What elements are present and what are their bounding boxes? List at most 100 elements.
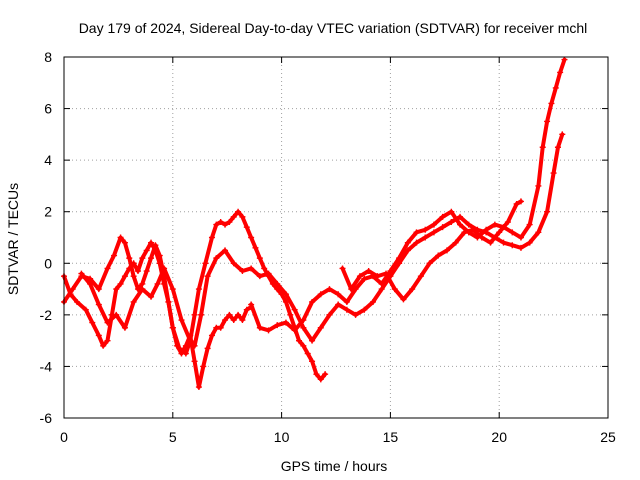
data-point	[535, 229, 542, 236]
data-point	[313, 371, 320, 378]
data-point	[365, 268, 372, 275]
data-point	[226, 219, 233, 226]
data-point	[343, 306, 350, 313]
data-point	[417, 273, 424, 280]
data-point	[322, 371, 329, 378]
data-point	[230, 213, 237, 220]
x-tick-label: 15	[383, 429, 399, 445]
data-point	[287, 311, 294, 318]
data-point	[243, 306, 250, 313]
data-point	[239, 317, 246, 324]
data-point	[169, 286, 176, 293]
data-point	[309, 337, 316, 344]
data-point	[169, 324, 176, 331]
data-point	[95, 332, 102, 339]
data-point	[243, 224, 250, 231]
data-point	[309, 298, 316, 305]
data-point	[239, 213, 246, 220]
data-point	[404, 247, 411, 254]
data-point	[156, 252, 163, 259]
data-point	[256, 273, 263, 280]
data-point	[208, 332, 215, 339]
data-point	[300, 324, 307, 331]
data-point	[387, 268, 394, 275]
data-point	[554, 144, 561, 151]
data-point	[104, 265, 111, 272]
data-series-3	[78, 131, 566, 349]
data-point	[448, 208, 455, 215]
data-point	[265, 270, 272, 277]
data-point	[500, 239, 507, 246]
data-point	[78, 270, 85, 277]
data-point	[89, 319, 96, 326]
data-point	[121, 239, 128, 246]
data-series-1	[61, 239, 255, 391]
data-point	[195, 384, 202, 391]
data-point	[396, 255, 403, 262]
axis-ticks: 0 5 10 15 20 25 -6 -4 -2 0 2 4 6 8	[40, 49, 616, 445]
plot-frame	[63, 56, 609, 419]
data-point	[326, 311, 333, 318]
data-point	[139, 280, 146, 287]
data-point	[304, 350, 311, 357]
y-tick-label: 4	[44, 152, 52, 168]
data-point	[422, 234, 429, 241]
data-point	[291, 327, 298, 334]
grid-lines	[64, 57, 608, 418]
data-point	[265, 327, 272, 334]
data-point	[282, 319, 289, 326]
data-point	[191, 358, 198, 365]
data-point	[130, 273, 137, 280]
data-point	[348, 286, 355, 293]
data-point	[526, 239, 533, 246]
data-point	[182, 350, 189, 357]
data-point	[256, 255, 263, 262]
x-tick-label: 25	[600, 429, 616, 445]
data-point	[82, 306, 89, 313]
data-point	[343, 298, 350, 305]
data-point	[69, 286, 76, 293]
data-point	[483, 226, 490, 233]
data-point	[378, 280, 385, 287]
data-point	[369, 298, 376, 305]
data-point	[361, 306, 368, 313]
data-point	[413, 229, 420, 236]
data-point	[256, 324, 263, 331]
data-point	[134, 268, 141, 275]
data-point	[202, 260, 209, 267]
data-series-5	[339, 198, 524, 303]
data-point	[148, 255, 155, 262]
data-point	[235, 208, 242, 215]
data-point	[148, 293, 155, 300]
data-point	[200, 363, 207, 370]
data-point	[300, 317, 307, 324]
data-point	[274, 280, 281, 287]
data-point	[409, 286, 416, 293]
data-point	[208, 234, 215, 241]
data-point	[274, 322, 281, 329]
data-point	[430, 221, 437, 228]
data-point	[317, 376, 324, 383]
data-point	[517, 234, 524, 241]
data-point	[111, 252, 118, 259]
data-point	[422, 226, 429, 233]
y-tick-label: 6	[44, 101, 52, 117]
data-point	[470, 226, 477, 233]
data-point	[544, 118, 551, 125]
data-point	[248, 301, 255, 308]
data-point	[335, 301, 342, 308]
series-trace	[340, 199, 523, 302]
data-point	[235, 311, 242, 318]
data-point	[178, 317, 185, 324]
data-point	[282, 291, 289, 298]
data-point	[248, 265, 255, 272]
y-tick-label: 2	[44, 204, 52, 220]
data-point	[291, 306, 298, 313]
data-point	[452, 239, 459, 246]
y-tick-label: 8	[44, 49, 52, 65]
data-point	[448, 219, 455, 226]
data-point	[457, 213, 464, 220]
data-point	[191, 342, 198, 349]
data-point	[130, 298, 137, 305]
